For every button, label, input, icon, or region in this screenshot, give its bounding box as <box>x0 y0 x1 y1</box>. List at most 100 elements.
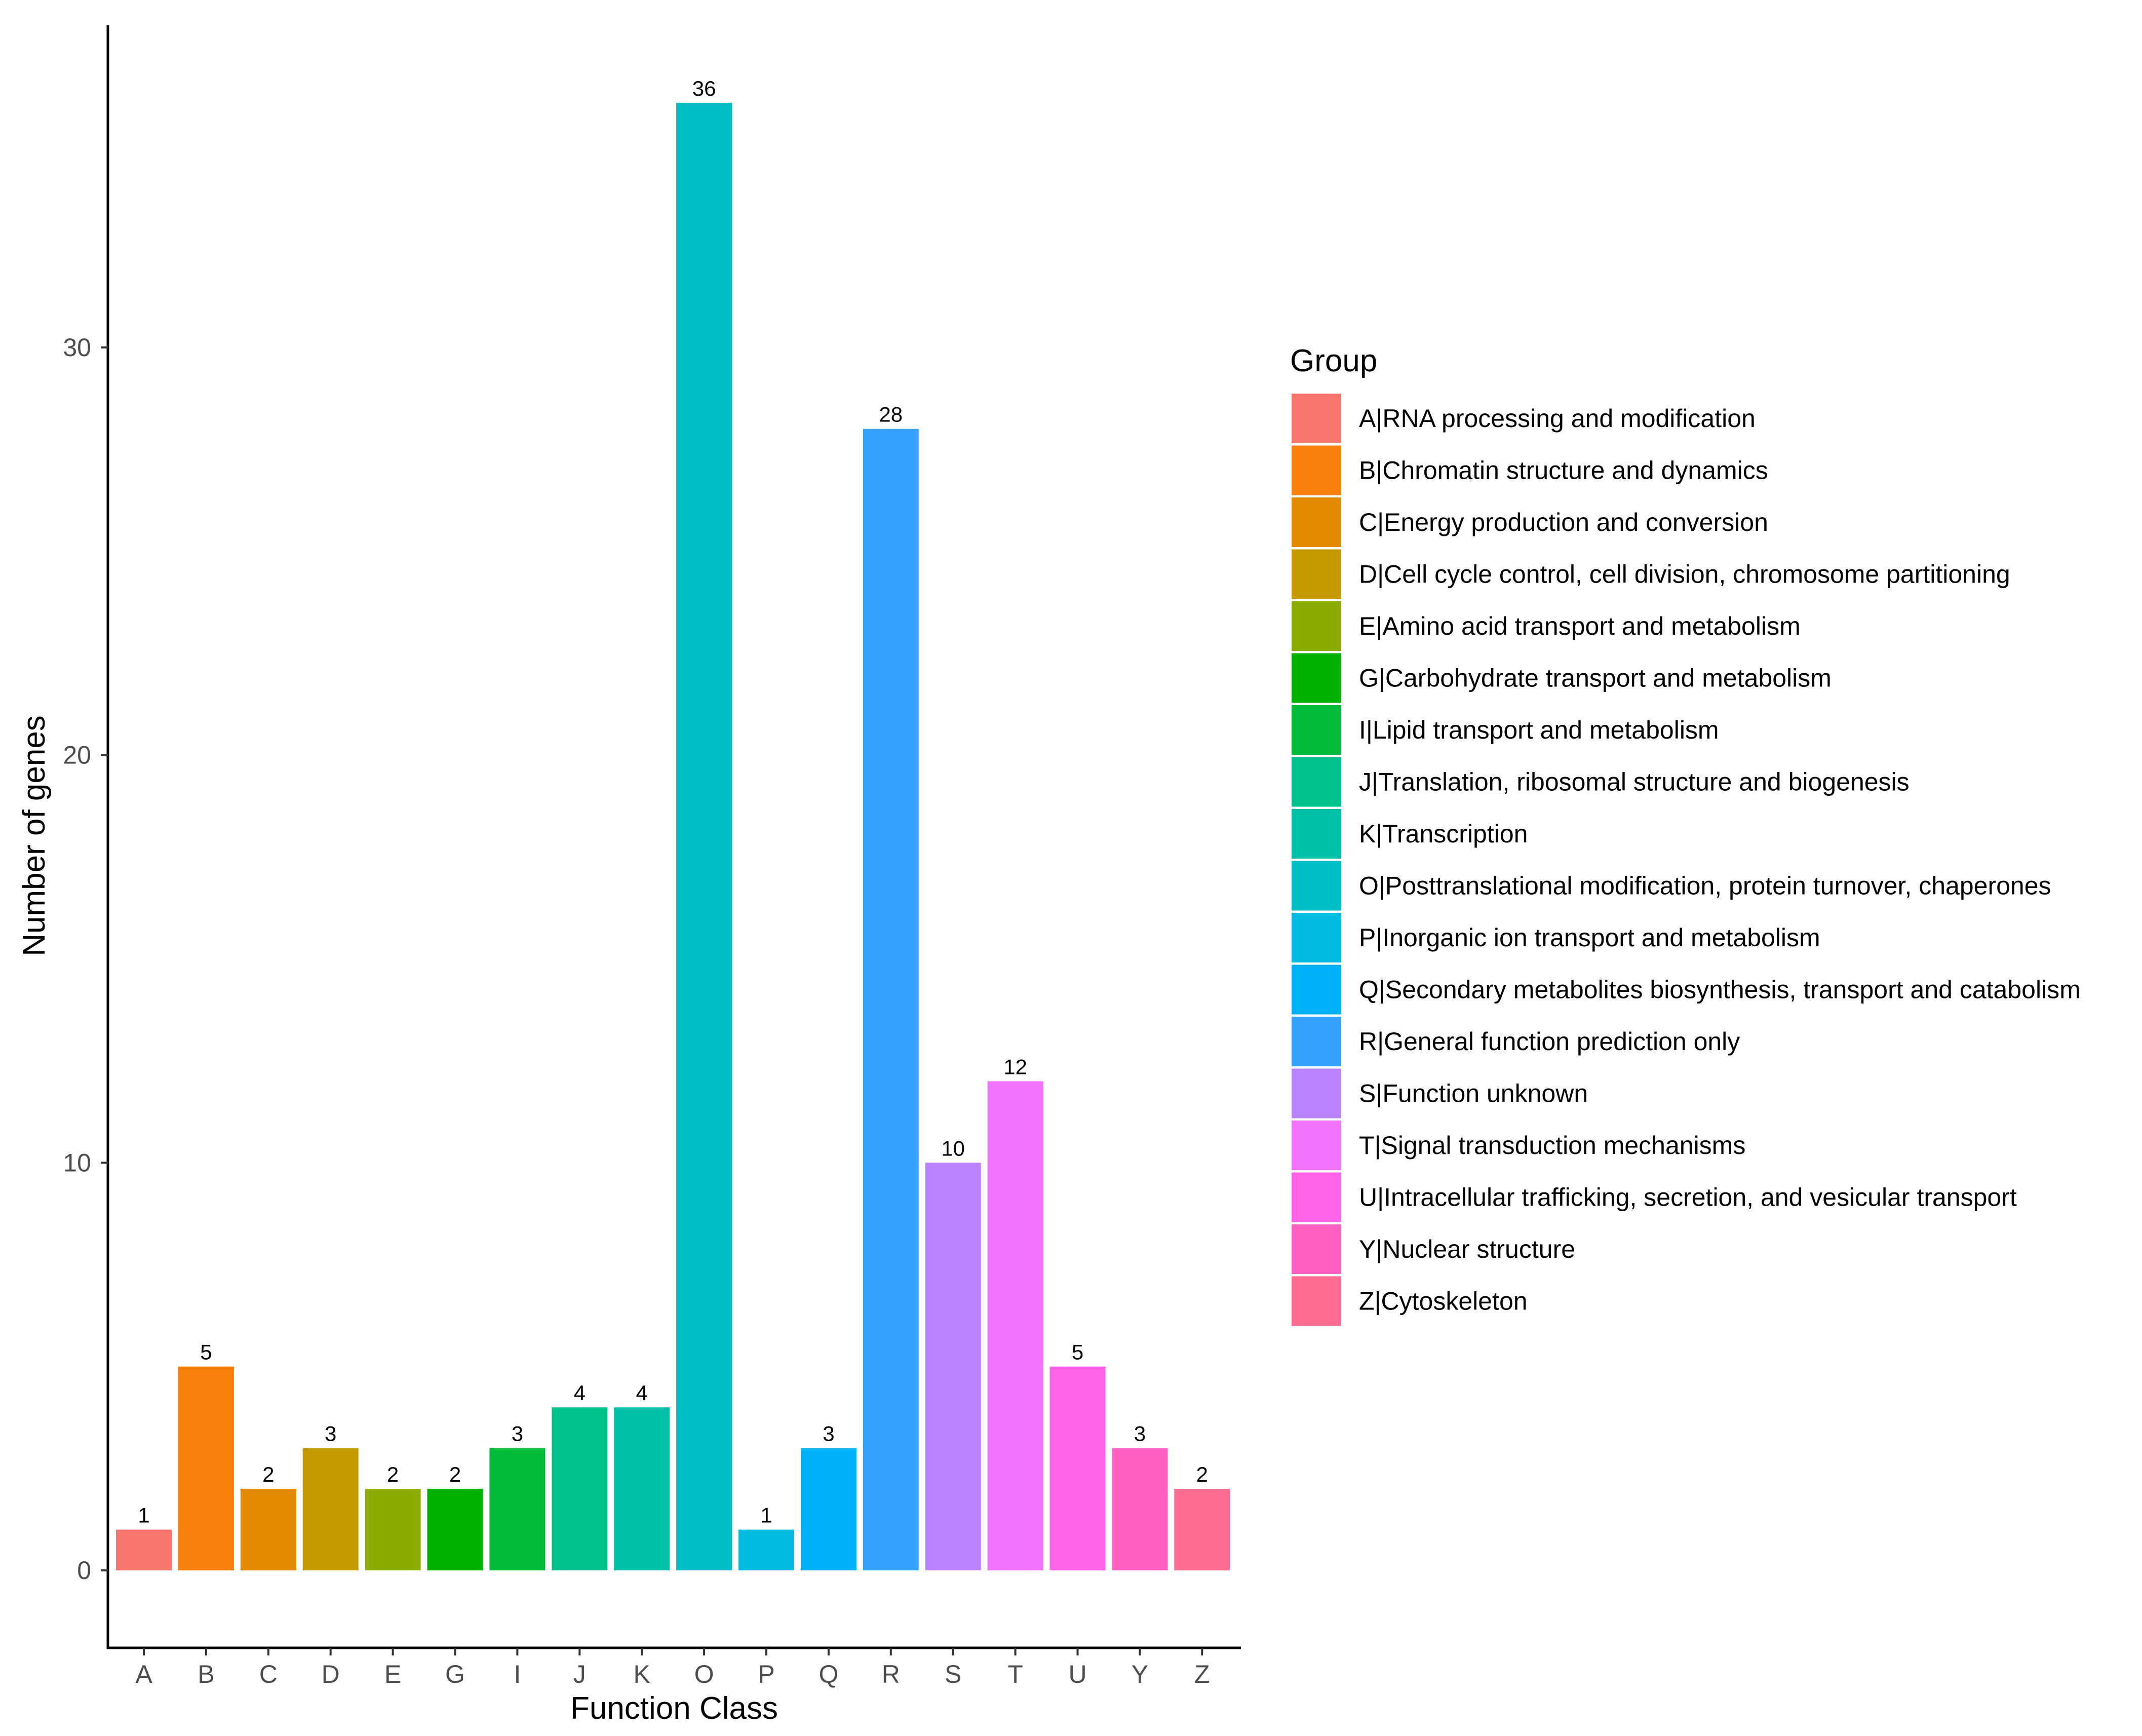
data-label-D: 3 <box>325 1422 336 1446</box>
data-label-P: 1 <box>760 1503 772 1527</box>
bar-R <box>863 429 919 1571</box>
x-tick-label-E: E <box>384 1660 401 1688</box>
legend-key-D <box>1292 549 1341 599</box>
bar-K <box>614 1407 670 1571</box>
legend-label-G: G|Carbohydrate transport and metabolism <box>1359 664 1832 692</box>
legend-key-K <box>1292 809 1341 859</box>
legend-key-P <box>1292 913 1341 962</box>
bar-I <box>489 1448 546 1571</box>
x-tick-label-I: I <box>514 1660 521 1688</box>
legend-label-K: K|Transcription <box>1359 820 1528 848</box>
legend-label-Z: Z|Cytoskeleton <box>1359 1287 1528 1316</box>
x-tick-label-D: D <box>322 1660 340 1688</box>
y-axis-title: Number of genes <box>17 715 52 956</box>
x-tick-label-R: R <box>882 1660 900 1688</box>
x-tick-label-Y: Y <box>1132 1660 1148 1688</box>
data-label-O: 36 <box>692 76 716 100</box>
x-tick-label-Q: Q <box>819 1660 838 1688</box>
bar-T <box>987 1081 1043 1571</box>
bar-G <box>427 1489 483 1571</box>
data-label-C: 2 <box>262 1462 274 1486</box>
x-tick-label-P: P <box>758 1660 774 1688</box>
legend-key-G <box>1292 653 1341 703</box>
y-tick-label: 30 <box>63 333 91 362</box>
legend-label-A: A|RNA processing and modification <box>1359 404 1756 433</box>
data-label-R: 28 <box>879 403 903 427</box>
bar-B <box>178 1366 234 1571</box>
legend-key-E <box>1292 601 1341 651</box>
bar-A <box>116 1529 172 1571</box>
x-tick-label-C: C <box>259 1660 278 1688</box>
legend: Group A|RNA processing and modification B… <box>1290 343 2081 1326</box>
x-tick-label-A: A <box>135 1660 152 1688</box>
x-tick-label-O: O <box>694 1660 714 1688</box>
legend-title: Group <box>1290 343 1377 378</box>
data-label-Z: 2 <box>1196 1462 1208 1486</box>
data-label-S: 10 <box>941 1136 965 1160</box>
bar-S <box>925 1163 981 1571</box>
y-tick-label: 0 <box>77 1556 91 1585</box>
bar-J <box>552 1407 608 1571</box>
legend-key-S <box>1292 1068 1341 1118</box>
x-tick-label-T: T <box>1007 1660 1023 1688</box>
legend-label-D: D|Cell cycle control, cell division, chr… <box>1359 560 2010 589</box>
legend-label-C: C|Energy production and conversion <box>1359 508 1768 536</box>
data-label-G: 2 <box>449 1462 461 1486</box>
y-axis-ticks: 0 10 20 30 <box>63 333 108 1585</box>
bar-Y <box>1112 1448 1168 1571</box>
x-tick-label-J: J <box>573 1660 586 1688</box>
x-tick-label-U: U <box>1068 1660 1086 1688</box>
bars <box>116 102 1230 1571</box>
legend-key-Y <box>1292 1224 1341 1274</box>
legend-label-J: J|Translation, ribosomal structure and b… <box>1359 768 1910 796</box>
data-label-E: 2 <box>387 1462 399 1486</box>
x-axis-title: Function Class <box>570 1691 778 1726</box>
data-label-Q: 3 <box>823 1422 834 1446</box>
x-tick-label-S: S <box>945 1660 961 1688</box>
bar-D <box>302 1448 359 1571</box>
legend-key-T <box>1292 1121 1341 1170</box>
x-tick-label-K: K <box>634 1660 650 1688</box>
legend-key-U <box>1292 1172 1341 1222</box>
x-tick-label-G: G <box>445 1660 465 1688</box>
bar-Z <box>1174 1489 1230 1571</box>
bar-E <box>365 1489 421 1571</box>
legend-key-I <box>1292 705 1341 755</box>
legend-label-S: S|Function unknown <box>1359 1079 1588 1108</box>
legend-label-Q: Q|Secondary metabolites biosynthesis, tr… <box>1359 976 2081 1004</box>
legend-key-Z <box>1292 1276 1341 1326</box>
bar-O <box>676 102 732 1571</box>
data-labels: 1 5 2 3 2 2 3 4 4 36 1 3 28 10 12 5 3 2 <box>138 76 1208 1527</box>
data-label-U: 5 <box>1072 1340 1083 1364</box>
data-label-K: 4 <box>636 1381 648 1405</box>
data-label-T: 12 <box>1003 1055 1027 1078</box>
legend-key-A <box>1292 394 1341 443</box>
data-label-Y: 3 <box>1134 1422 1146 1446</box>
bar-Q <box>800 1448 856 1571</box>
legend-label-I: I|Lipid transport and metabolism <box>1359 716 1719 744</box>
legend-key-R <box>1292 1017 1341 1066</box>
legend-key-Q <box>1292 965 1341 1015</box>
legend-label-R: R|General function prediction only <box>1359 1027 1740 1056</box>
legend-label-B: B|Chromatin structure and dynamics <box>1359 456 1768 485</box>
x-tick-label-B: B <box>198 1660 214 1688</box>
data-label-J: 4 <box>574 1381 586 1405</box>
x-tick-label-Z: Z <box>1194 1660 1210 1688</box>
legend-key-O <box>1292 861 1341 911</box>
data-label-B: 5 <box>200 1340 212 1364</box>
legend-key-B <box>1292 445 1341 495</box>
legend-label-U: U|Intracellular trafficking, secretion, … <box>1359 1183 2017 1212</box>
y-tick-label: 10 <box>63 1148 91 1177</box>
data-label-A: 1 <box>138 1503 149 1527</box>
y-tick-label: 20 <box>63 741 91 769</box>
bar-U <box>1049 1366 1106 1571</box>
legend-label-Y: Y|Nuclear structure <box>1359 1235 1575 1263</box>
legend-label-O: O|Posttranslational modification, protei… <box>1359 872 2051 900</box>
legend-label-T: T|Signal transduction mechanisms <box>1359 1131 1745 1160</box>
data-label-I: 3 <box>512 1422 523 1446</box>
bar-C <box>240 1489 296 1571</box>
legend-items: A|RNA processing and modification B|Chrom… <box>1292 394 2081 1326</box>
